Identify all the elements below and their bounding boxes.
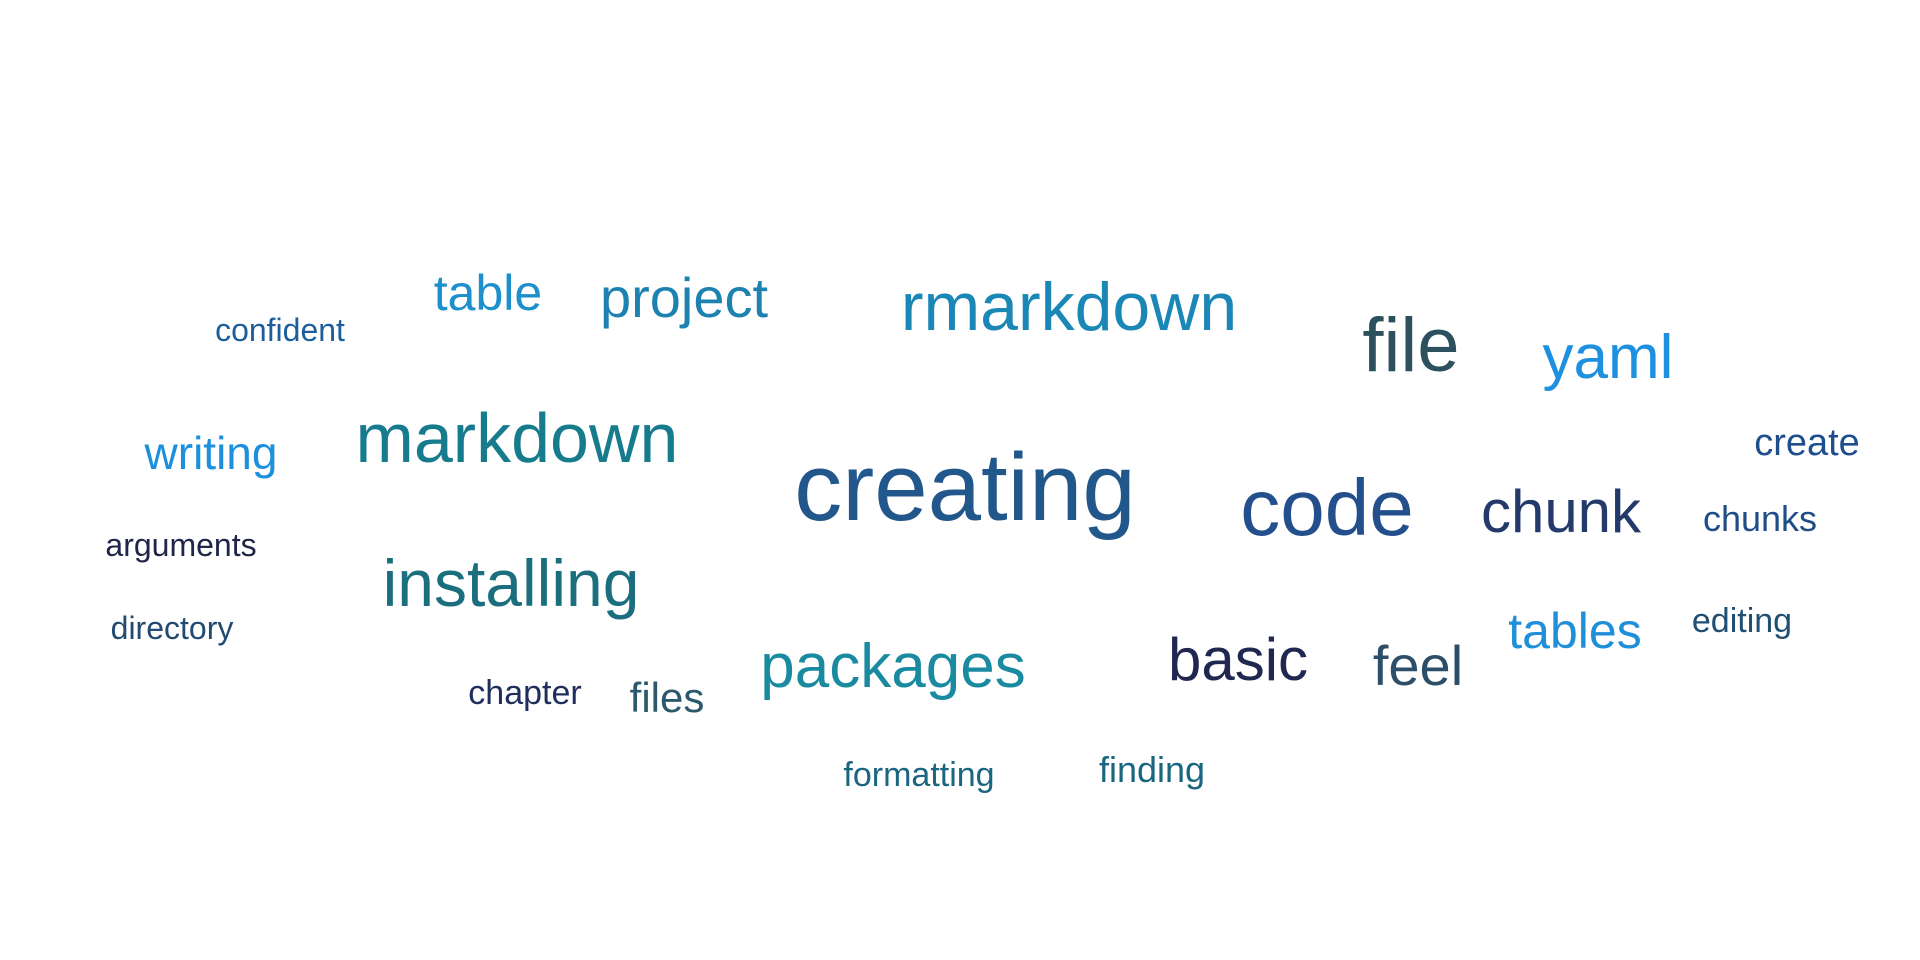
word-arguments: arguments (105, 527, 257, 563)
word-feel: feel (1372, 634, 1464, 697)
word-creating: creating (794, 434, 1136, 541)
word-files: files (629, 674, 705, 721)
word-confident: confident (215, 312, 345, 348)
word-code: code (1240, 463, 1414, 552)
word-markdown: markdown (355, 399, 679, 477)
word-writing: writing (144, 427, 278, 479)
word-create: create (1754, 422, 1860, 464)
word-formatting: formatting (843, 756, 995, 794)
word-tables: tables (1508, 603, 1642, 659)
word-project: project (599, 266, 769, 329)
word-basic: basic (1167, 626, 1309, 693)
word-chunk: chunk (1480, 478, 1642, 545)
word-editing: editing (1691, 602, 1793, 640)
word-directory: directory (110, 610, 234, 646)
word-file: file (1362, 303, 1460, 388)
word-installing: installing (382, 546, 640, 620)
word-table: table (433, 265, 543, 321)
word-packages: packages (760, 632, 1026, 701)
word-rmarkdown: rmarkdown (900, 269, 1238, 345)
word-yaml: yaml (1542, 323, 1674, 392)
word-finding: finding (1098, 749, 1206, 790)
word-chunks: chunks (1702, 498, 1818, 539)
word-chapter: chapter (468, 674, 582, 712)
